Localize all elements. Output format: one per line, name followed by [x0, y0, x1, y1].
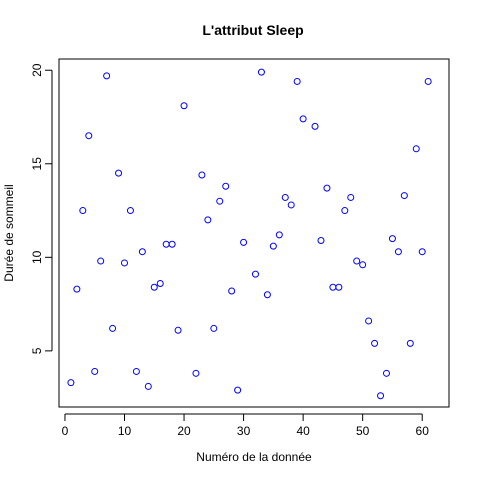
data-point	[335, 283, 343, 291]
y-tick-label: 20	[30, 63, 44, 77]
data-point	[287, 201, 295, 209]
data-point	[234, 386, 242, 394]
data-point	[103, 72, 111, 80]
x-tick-label: 20	[177, 424, 191, 438]
data-point	[418, 248, 426, 256]
data-point	[138, 248, 146, 256]
data-point	[275, 231, 283, 239]
data-point	[162, 240, 170, 248]
data-point	[251, 270, 259, 278]
data-point	[269, 242, 277, 250]
data-point	[67, 379, 75, 387]
data-point	[204, 216, 212, 224]
plot-frame	[58, 58, 450, 408]
data-point	[85, 132, 93, 140]
data-points	[67, 68, 432, 400]
data-point	[359, 261, 367, 269]
data-point	[79, 207, 87, 215]
data-point	[168, 240, 176, 248]
x-axis-label: Numéro de la donnée	[196, 450, 312, 464]
data-point	[293, 77, 301, 85]
data-point	[180, 102, 188, 110]
data-point	[156, 280, 164, 288]
chart-title: L'attribut Sleep	[202, 22, 303, 38]
y-tick-label: 10	[30, 250, 44, 264]
data-point	[222, 182, 230, 190]
data-point	[365, 317, 373, 325]
data-point	[198, 171, 206, 179]
data-point	[263, 291, 271, 299]
data-point	[132, 367, 140, 375]
y-tick-label: 5	[30, 347, 44, 354]
data-point	[210, 324, 218, 332]
data-point	[394, 248, 402, 256]
x-tick-label: 40	[296, 424, 310, 438]
y-axis: 5 10 15 20	[30, 63, 53, 354]
data-point	[317, 236, 325, 244]
data-point	[192, 369, 200, 377]
data-point	[174, 326, 182, 334]
data-point	[323, 184, 331, 192]
x-tick-label: 50	[356, 424, 370, 438]
data-point	[400, 192, 408, 200]
data-point	[126, 207, 134, 215]
data-point	[371, 339, 379, 347]
data-point	[73, 285, 81, 293]
data-point	[377, 392, 385, 400]
data-point	[144, 382, 152, 390]
y-tick-label: 15	[30, 157, 44, 171]
x-tick-label: 10	[118, 424, 132, 438]
data-point	[347, 193, 355, 201]
data-point	[97, 257, 105, 265]
x-axis: 0 10 20 30 40 50 60	[62, 413, 430, 438]
data-point	[91, 367, 99, 375]
data-point	[115, 169, 123, 177]
data-point	[341, 207, 349, 215]
data-point	[353, 257, 361, 265]
data-point	[109, 324, 117, 332]
x-tick-label: 30	[237, 424, 251, 438]
data-point	[406, 339, 414, 347]
data-point	[240, 238, 248, 246]
x-tick-label: 0	[62, 424, 69, 438]
data-point	[388, 235, 396, 243]
data-point	[228, 287, 236, 295]
data-point	[329, 283, 337, 291]
x-tick-label: 60	[416, 424, 430, 438]
data-point	[299, 115, 307, 123]
data-point	[424, 77, 432, 85]
data-point	[281, 193, 289, 201]
data-point	[150, 283, 158, 291]
data-point	[311, 122, 319, 130]
data-point	[382, 369, 390, 377]
data-point	[121, 259, 128, 267]
y-axis-label: Durée de sommeil	[2, 184, 16, 281]
data-point	[412, 145, 420, 153]
data-point	[257, 68, 265, 76]
data-point	[216, 197, 224, 205]
